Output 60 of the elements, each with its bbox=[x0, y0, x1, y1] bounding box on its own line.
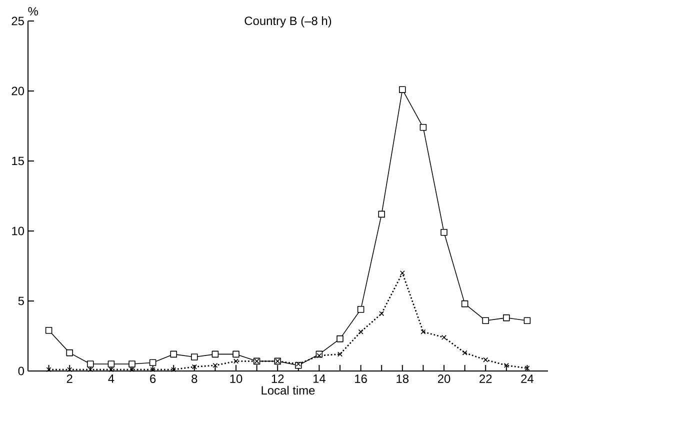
point bbox=[316, 353, 322, 358]
x-tick-label: 2 bbox=[66, 374, 72, 383]
x-tick-label: 8 bbox=[192, 374, 198, 383]
point bbox=[66, 349, 73, 356]
x-tick-label: 14 bbox=[313, 374, 326, 383]
x-tick-label: 20 bbox=[438, 374, 450, 383]
point bbox=[192, 364, 197, 370]
point bbox=[462, 350, 468, 356]
point bbox=[191, 354, 198, 360]
point bbox=[212, 362, 218, 368]
point bbox=[482, 317, 489, 324]
point bbox=[358, 329, 364, 334]
point bbox=[233, 358, 239, 364]
point bbox=[378, 210, 385, 218]
point bbox=[88, 367, 93, 372]
point bbox=[420, 329, 426, 334]
point bbox=[483, 357, 488, 362]
point bbox=[420, 124, 427, 131]
x-tick-label: 24 bbox=[521, 374, 534, 383]
chart-title: Country B (–8 h) bbox=[244, 16, 332, 28]
y-tick-label: 20 bbox=[12, 86, 24, 96]
point bbox=[400, 270, 405, 276]
point bbox=[461, 300, 468, 308]
point bbox=[337, 352, 343, 357]
point bbox=[379, 311, 384, 316]
y-tick-label: 10 bbox=[12, 226, 24, 236]
point bbox=[524, 317, 531, 324]
point bbox=[108, 360, 115, 368]
point bbox=[149, 359, 156, 366]
x-tick-label: 10 bbox=[230, 374, 242, 383]
point bbox=[128, 360, 136, 368]
x-tick-label: 4 bbox=[108, 374, 114, 383]
x-tick-label: 22 bbox=[480, 374, 492, 383]
point bbox=[67, 367, 72, 372]
point bbox=[357, 306, 364, 313]
point bbox=[171, 367, 176, 372]
point bbox=[503, 314, 510, 322]
point bbox=[440, 229, 448, 236]
point bbox=[150, 367, 156, 372]
point bbox=[441, 334, 447, 340]
point bbox=[87, 360, 94, 368]
y-tick-label: 25 bbox=[12, 16, 24, 26]
x-tick-label: 18 bbox=[396, 374, 409, 383]
y-axis-title: % bbox=[28, 7, 38, 16]
point bbox=[336, 335, 344, 342]
point bbox=[170, 350, 177, 358]
point bbox=[232, 350, 240, 358]
y-tick-label: 5 bbox=[18, 296, 24, 306]
point bbox=[45, 327, 52, 334]
point bbox=[108, 367, 114, 372]
point bbox=[524, 366, 530, 371]
point bbox=[212, 350, 219, 358]
x-tick-label: 6 bbox=[150, 374, 156, 383]
x-axis-title: Local time bbox=[262, 386, 315, 395]
y-tick-label: 0 bbox=[18, 366, 24, 376]
point bbox=[399, 86, 406, 93]
point bbox=[504, 362, 509, 368]
x-tick-label: 16 bbox=[355, 374, 367, 383]
y-tick-label: 15 bbox=[12, 156, 24, 166]
x-tick-label: 12 bbox=[272, 374, 284, 383]
